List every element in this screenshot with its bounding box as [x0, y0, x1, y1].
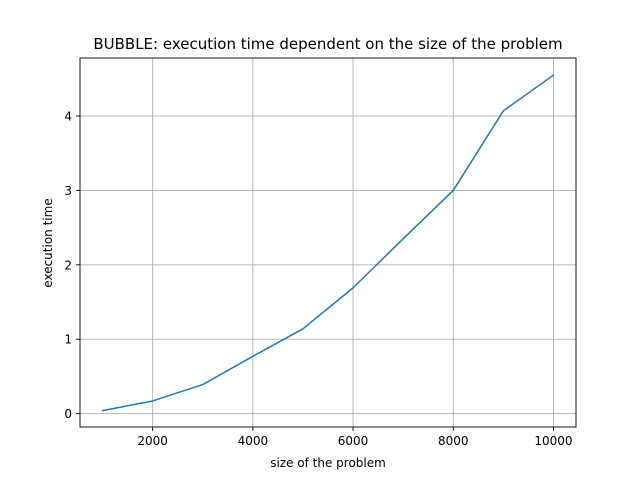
series-layer — [101, 74, 555, 412]
x-tick-label: 10000 — [534, 434, 572, 448]
x-tick-label: 8000 — [438, 434, 469, 448]
y-tick-label: 1 — [64, 333, 72, 347]
x-tick-label: 4000 — [238, 434, 269, 448]
axes-frame — [79, 57, 577, 428]
y-tick-label: 0 — [64, 407, 72, 421]
x-tick-label: 6000 — [338, 434, 369, 448]
x-tick-label: 2000 — [137, 434, 168, 448]
series-line — [101, 74, 555, 412]
chart-title: BUBBLE: execution time dependent on the … — [93, 35, 562, 53]
y-axis-label: execution time — [41, 198, 55, 287]
y-tick-label: 4 — [64, 110, 72, 124]
ticks-layer: 2000 4000 6000 8000 10000 0 1 2 3 4 — [64, 110, 572, 448]
grid-layer — [80, 58, 576, 427]
x-axis-label: size of the problem — [270, 456, 386, 470]
y-tick-label: 3 — [64, 184, 72, 198]
y-tick-label: 2 — [64, 258, 72, 272]
